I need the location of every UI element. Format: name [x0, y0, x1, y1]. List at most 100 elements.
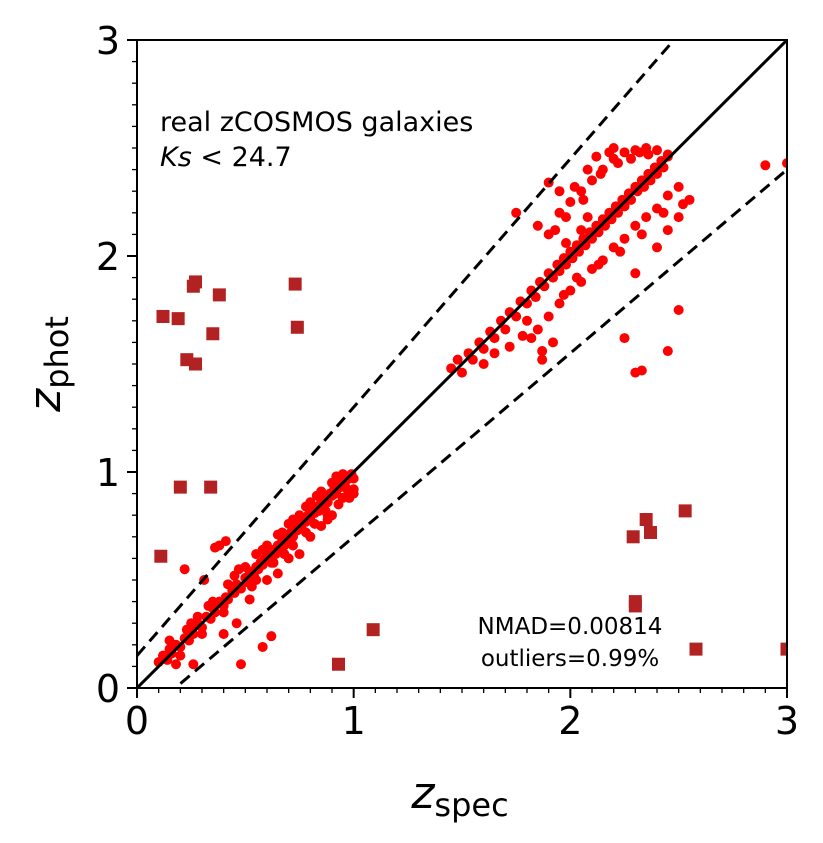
- galaxy-point: [537, 354, 548, 365]
- y-axis-label: zphot: [20, 316, 76, 413]
- galaxy-point: [634, 147, 645, 158]
- galaxy-point: [504, 341, 515, 352]
- galaxy-point: [305, 531, 316, 542]
- galaxy-point: [223, 594, 233, 605]
- galaxy-point: [760, 160, 771, 171]
- galaxy-point: [662, 190, 673, 201]
- galaxy-point: [526, 333, 537, 344]
- outlier-point: [626, 530, 640, 544]
- outlier-point: [332, 657, 345, 671]
- outlier-point: [206, 327, 220, 341]
- galaxy-point: [673, 305, 684, 315]
- outlier-point: [212, 288, 226, 302]
- galaxy-point: [569, 181, 580, 192]
- galaxy-point: [288, 540, 298, 551]
- galaxy-point: [626, 153, 636, 164]
- outlier-point: [689, 642, 703, 656]
- galaxy-point: [175, 650, 186, 661]
- galaxy-point: [262, 575, 272, 585]
- galaxy-point: [331, 471, 342, 482]
- galaxy-point: [452, 354, 463, 365]
- galaxy-point: [652, 145, 662, 156]
- x-tick-label-1: 1: [342, 699, 366, 743]
- outlier-point: [173, 480, 187, 494]
- galaxy-point: [587, 175, 597, 186]
- galaxy-point: [613, 158, 623, 169]
- galaxy-point: [277, 527, 288, 538]
- galaxy-point: [210, 607, 220, 618]
- galaxy-point: [272, 568, 283, 579]
- lower-bound-line: [172, 168, 787, 688]
- galaxy-point: [652, 242, 662, 253]
- galaxy-point: [554, 186, 565, 197]
- galaxy-point: [457, 367, 467, 378]
- sample-annotation: real zCOSMOS galaxies: [160, 107, 473, 138]
- galaxy-point: [595, 168, 606, 179]
- magnitude-cut-value: < 24.7: [192, 142, 292, 173]
- galaxy-point: [192, 611, 203, 622]
- galaxy-point: [554, 298, 565, 309]
- galaxy-point: [582, 164, 593, 175]
- plot-frame: [136, 39, 788, 689]
- galaxy-point: [203, 600, 214, 611]
- galaxy-point: [283, 553, 294, 564]
- outlier-point: [189, 275, 202, 289]
- galaxy-point: [181, 624, 192, 635]
- galaxy-point: [643, 149, 654, 160]
- galaxy-point: [782, 158, 787, 169]
- points-layer: [153, 143, 787, 671]
- galaxy-point: [171, 659, 181, 670]
- outliers-stat: outliers=0.99%: [481, 646, 659, 672]
- galaxy-point: [591, 151, 602, 162]
- y-tick-label-0: 0: [96, 667, 120, 711]
- outlier-point: [678, 504, 692, 518]
- outlier-point: [290, 320, 304, 334]
- galaxy-point: [636, 365, 647, 376]
- galaxy-point: [188, 659, 199, 670]
- galaxy-point: [288, 514, 298, 525]
- outlier-point: [171, 312, 185, 326]
- galaxy-point: [662, 225, 673, 236]
- galaxy-point: [294, 549, 305, 560]
- outlier-point: [156, 309, 170, 323]
- reference-lines: [137, 40, 787, 688]
- galaxy-point: [322, 514, 333, 525]
- galaxy-point: [175, 641, 186, 652]
- galaxy-point: [662, 346, 673, 357]
- galaxy-point: [244, 594, 255, 605]
- galaxy-point: [619, 233, 630, 244]
- galaxy-point: [582, 212, 593, 223]
- galaxy-point: [179, 564, 190, 575]
- galaxy-point: [673, 212, 684, 223]
- outlier-point: [366, 623, 380, 637]
- galaxy-point: [348, 484, 359, 495]
- galaxy-point: [532, 220, 543, 231]
- y-tick-label-3: 3: [96, 19, 120, 63]
- galaxy-point: [251, 549, 262, 560]
- galaxy-point: [236, 659, 246, 670]
- galaxy-point: [619, 333, 630, 344]
- galaxy-point: [251, 575, 262, 585]
- galaxy-point: [678, 199, 688, 210]
- galaxy-point: [658, 207, 669, 218]
- galaxy-point: [231, 618, 242, 629]
- upper-bound-line: [137, 40, 676, 657]
- galaxy-point: [266, 631, 277, 642]
- galaxy-point: [619, 147, 630, 158]
- galaxy-point: [641, 212, 652, 223]
- galaxy-point: [537, 346, 548, 357]
- galaxy-point: [311, 490, 322, 501]
- y-axis-label-main: z: [20, 388, 71, 413]
- outlier-point: [154, 549, 168, 563]
- galaxy-point: [301, 501, 311, 512]
- galaxy-point: [630, 268, 641, 279]
- galaxy-point: [593, 259, 604, 270]
- y-tick-label-1: 1: [96, 451, 120, 495]
- galaxy-point: [571, 272, 582, 283]
- identity-line: [137, 40, 787, 688]
- galaxy-point: [511, 207, 522, 218]
- galaxy-point: [565, 197, 576, 207]
- galaxy-point: [561, 238, 571, 249]
- galaxy-point: [630, 220, 641, 231]
- galaxy-point: [337, 492, 348, 503]
